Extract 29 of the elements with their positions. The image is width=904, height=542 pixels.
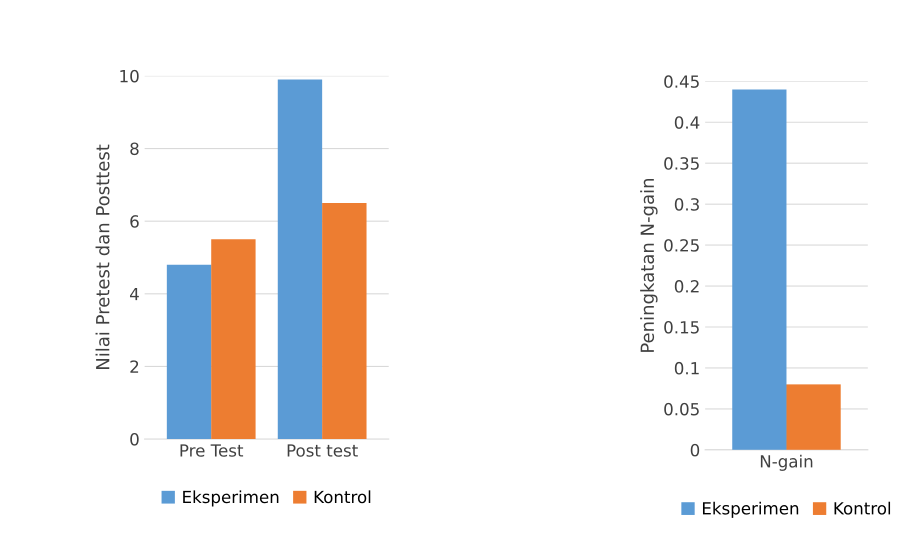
y-tick-label: 0	[130, 432, 139, 446]
y-axis-title: Nilai Pretest dan Posttest	[96, 144, 110, 369]
bar	[278, 80, 322, 440]
y-tick-label: 0.2	[674, 280, 699, 293]
y-tick-label: 6	[130, 215, 139, 228]
y-tick-label: 0.4	[674, 116, 700, 129]
y-tick-label: 4	[130, 288, 139, 300]
y-tick-label: 0.05	[664, 402, 699, 416]
y-tick-label: 0.1	[674, 362, 699, 375]
x-tick-label: Post test	[288, 444, 358, 457]
y-tick-label: 0.3	[674, 198, 699, 211]
y-tick-label: 10	[120, 70, 139, 82]
y-axis-title: Peningkatan N-gain	[640, 178, 658, 352]
y-tick-label: 0.45	[664, 75, 699, 88]
y-tick-label: 0.25	[664, 239, 699, 252]
y-tick-label: 0.35	[664, 157, 699, 170]
x-tick-label: Pre Test	[180, 444, 244, 457]
y-tick-label: 0.15	[664, 320, 699, 334]
y-tick-label: 8	[130, 142, 139, 156]
x-tick-label: N-gain	[760, 454, 812, 471]
bar	[166, 264, 212, 440]
legend-label: Eksperimen	[702, 502, 798, 518]
legend-label: Kontrol	[834, 502, 890, 515]
legend-label: Kontrol	[314, 490, 370, 504]
legend-label: Eksperimen	[183, 490, 278, 506]
bar	[211, 239, 256, 440]
y-tick-label: 2	[130, 360, 138, 373]
y-tick-label: 0	[690, 444, 700, 456]
bar	[322, 202, 367, 440]
